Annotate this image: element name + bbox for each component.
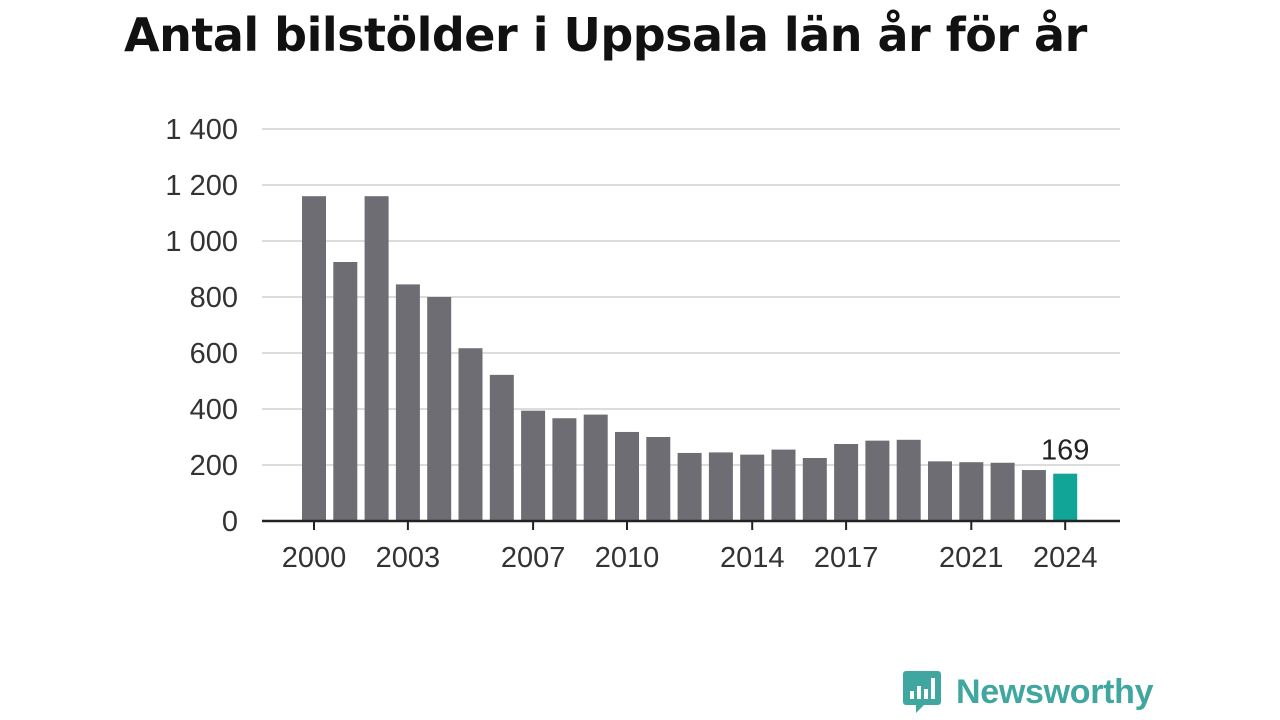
- bar: [740, 454, 765, 521]
- logo-text: Newsworthy: [956, 672, 1154, 711]
- bar: [489, 374, 514, 521]
- x-tick-labels: 2000 2003 2007 2010 2014 2017 2021 2024: [282, 542, 1098, 574]
- data-labels: 169: [1041, 435, 1089, 467]
- bar: [896, 439, 921, 521]
- bar: [302, 196, 326, 521]
- bar: [990, 462, 1015, 521]
- bar: [521, 410, 546, 521]
- x-tick-label: 2000: [282, 542, 347, 574]
- bar: [802, 458, 827, 521]
- x-tick-label: 2024: [1033, 542, 1098, 574]
- bar: [771, 449, 796, 521]
- y-tick-label: 1 000: [165, 226, 238, 258]
- x-tick-label: 2003: [376, 542, 441, 574]
- gridlines: [262, 128, 1120, 466]
- newsworthy-logo: Newsworthy: [902, 670, 1154, 714]
- x-tick-label: 2010: [595, 542, 660, 574]
- bar: [583, 414, 608, 521]
- y-tick-label: 0: [222, 506, 238, 538]
- x-tick-label: 2017: [814, 542, 879, 574]
- bar: [677, 452, 702, 521]
- bar: [395, 284, 420, 521]
- bar: [708, 452, 733, 521]
- x-tick-label: 2021: [939, 542, 1004, 574]
- y-tick-label: 1 400: [165, 114, 238, 146]
- y-tick-label: 200: [190, 450, 238, 482]
- y-tick-label: 800: [190, 282, 238, 314]
- bar: [333, 262, 358, 521]
- bar: [1021, 470, 1046, 521]
- bars: [302, 196, 1078, 521]
- bar: [959, 462, 984, 521]
- x-tick-label: 2007: [501, 542, 566, 574]
- y-tick-labels: 0 200 400 600 800 1 000 1 200 1 400: [165, 114, 238, 538]
- y-tick-label: 400: [190, 394, 238, 426]
- bar: [928, 461, 952, 521]
- newsworthy-chart-bubble-icon: [903, 671, 941, 713]
- chart-title: Antal bilstölder i Uppsala län år för år: [124, 8, 1087, 62]
- y-tick-label: 600: [190, 338, 238, 370]
- data-label: 169: [1041, 435, 1089, 467]
- y-tick-label: 1 200: [165, 170, 238, 202]
- bar: [552, 418, 577, 521]
- bar: [834, 444, 859, 521]
- bar: [458, 348, 483, 521]
- bar: [364, 196, 389, 521]
- bar: [865, 440, 890, 521]
- x-axis: [262, 519, 1120, 530]
- bar: [646, 437, 671, 521]
- bar: [615, 431, 639, 521]
- bar-highlight: [1053, 473, 1078, 521]
- x-tick-label: 2014: [720, 542, 785, 574]
- bar: [427, 297, 452, 521]
